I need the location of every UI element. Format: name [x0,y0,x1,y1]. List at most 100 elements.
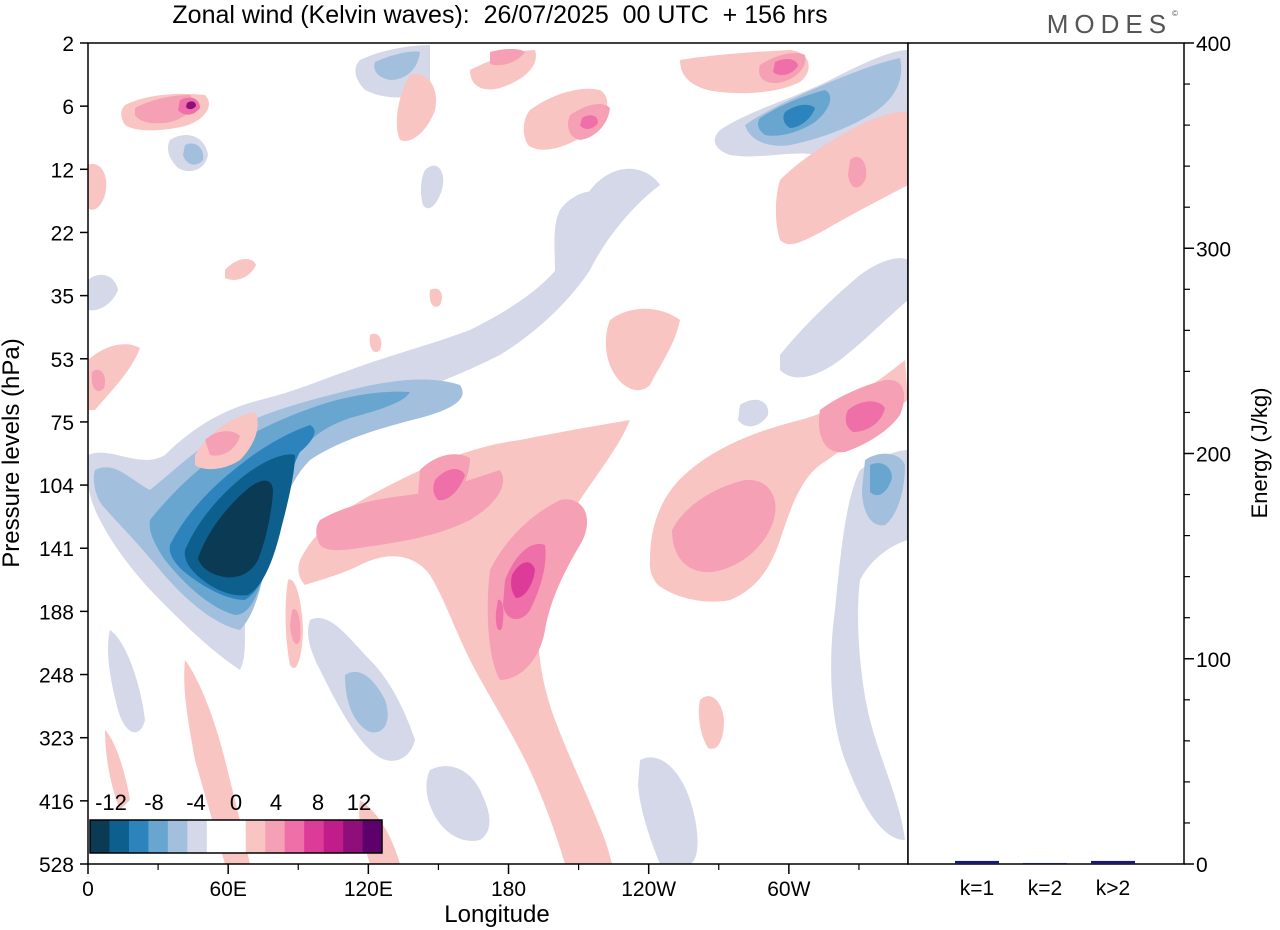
energy-bar [1023,862,1067,864]
colorbar-swatch [167,820,188,853]
y-tick-label: 141 [39,538,74,561]
colorbar-swatch [148,820,169,853]
contour-pos-weak [88,164,107,210]
contour-pos-mid [135,95,193,124]
energy-category-label: k=1 [960,877,994,900]
y-tick-label: 416 [39,791,74,814]
colorbar-swatch [245,820,266,853]
colorbar-label: -12 [95,790,127,815]
contour-pos-weak [470,50,536,90]
contour-pos-mid [91,369,106,392]
logo-text: MODES [1046,9,1173,39]
contour-pos-strong [773,58,798,76]
colorbar-swatch [109,820,130,853]
energy-axis-label: Energy (J/kg) [1247,388,1272,519]
contour-pos-mid [848,156,867,188]
colorbar-swatch [265,820,285,853]
x-tick-label: 60E [209,878,246,901]
contour-neg-weak [426,766,490,841]
contour-pos-weak [775,111,908,245]
contour-pos-strong [433,468,465,501]
colorbar-swatch [304,820,324,853]
contour-neg-core [198,480,273,578]
energy-frame [907,42,1185,865]
modes-logo: MODES© [1046,9,1178,39]
contour-neg-weak [831,450,908,840]
colorbar-frame [89,819,383,854]
contour-pos-weak [396,74,436,141]
contour-neg-weak [107,630,145,733]
colorbar-label: 4 [270,790,282,815]
energy-tick-label: 0 [1196,854,1208,877]
contour-pos-weak [225,258,256,280]
contour-neg-weak [420,165,444,209]
y-tick-label: 323 [39,728,74,751]
energy-panel: k=1 k=2 k>2 0 100 200 300 400 Energy (J/kg) [907,33,1272,900]
y-tick-label: 2 [62,33,74,56]
contour-pos-mid [490,49,525,66]
colorbar-swatch [284,820,305,853]
colorbar-label: 12 [347,790,371,815]
heatmap-plot [87,42,909,865]
contour-neg-mid [115,479,134,520]
colorbar-label: 0 [230,790,242,815]
energy-tick-label: 300 [1196,238,1231,261]
contour-pos-strong [845,401,885,432]
energy-category-label: k>2 [1096,877,1130,900]
contour-pos-weak [369,333,382,353]
contour-neg-stronger [783,104,815,128]
energy-tick-label: 200 [1196,444,1231,467]
x-tick-label: 60W [767,878,810,901]
energy-tick-label: 400 [1196,33,1231,56]
x-tick-label: 0 [82,878,94,901]
contour-neg-weak [780,258,908,378]
colorbar-swatch [343,820,363,853]
contour-pos-mid [205,431,240,456]
contour-pos-weak [698,696,724,749]
y-tick-label: 6 [62,96,74,119]
contour-neg-weak [554,191,610,294]
contour-pos-mid [672,479,776,573]
chart-title: Zonal wind (Kelvin waves): 26/07/2025 00… [172,1,828,29]
y-tick-label: 12 [51,159,74,182]
colorbar-swatch [187,820,208,853]
contour-neg-mid [345,671,388,733]
y-tick-label: 188 [39,601,74,624]
colorbar-swatch [206,820,227,853]
colorbar-label: -4 [186,790,206,815]
colorbar-label: 8 [312,790,324,815]
y-tick-label: 35 [51,286,74,309]
y-tick-label: 22 [51,222,74,245]
contour-pos-weak [105,730,130,810]
colorbar-swatch [226,820,247,853]
colorbar-label: -8 [144,790,164,815]
x-tick-label: 120E [344,878,393,901]
contour-fields [88,45,908,864]
x-axis-label: Longitude [444,901,549,928]
contour-neg-weak [88,274,118,311]
contour-pos-mid [290,609,301,645]
contour-pos-weak [523,88,608,150]
y-tick-label: 53 [51,349,74,372]
colorbar-swatch [362,820,383,853]
contour-pos-strong [495,599,504,631]
energy-bar [955,860,999,864]
colorbar: -12 -8 -4 0 4 8 12 [89,790,383,854]
energy-bars: k=1 k=2 k>2 [955,860,1135,900]
energy-bar [1091,860,1135,864]
y-tick-label: 104 [39,475,74,498]
contour-pos-weak [184,660,250,864]
energy-tick-label: 100 [1196,649,1231,672]
contour-pos-strong [580,115,598,129]
pressure-axis: 2 6 12 22 35 53 75 104 141 188 248 323 416 528 [39,33,88,877]
y-axis-label: Pressure levels (hPa) [0,338,25,567]
y-tick-label: 528 [39,854,74,877]
energy-category-label: k=2 [1028,877,1062,900]
colorbar-swatch [323,820,344,853]
x-tick-label: 180 [491,878,526,901]
contour-neg-mid [374,51,420,80]
energy-axis: 0 100 200 300 400 [1184,33,1231,877]
y-tick-label: 248 [39,665,74,688]
contour-pos-core [511,562,535,598]
